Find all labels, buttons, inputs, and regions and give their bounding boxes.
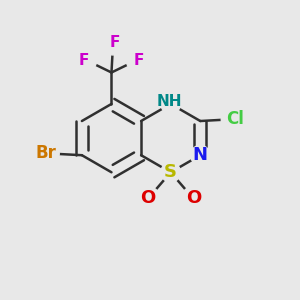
- Circle shape: [161, 163, 181, 182]
- Text: Cl: Cl: [226, 110, 244, 128]
- Text: F: F: [79, 53, 89, 68]
- Circle shape: [190, 146, 210, 165]
- Circle shape: [221, 110, 241, 129]
- Circle shape: [40, 144, 59, 163]
- Circle shape: [161, 94, 181, 114]
- Circle shape: [126, 51, 146, 70]
- Text: NH: NH: [156, 94, 182, 109]
- Text: N: N: [193, 146, 208, 164]
- Text: F: F: [109, 35, 120, 50]
- Text: Br: Br: [35, 145, 56, 163]
- Text: O: O: [140, 189, 156, 207]
- Circle shape: [140, 187, 159, 207]
- Circle shape: [103, 35, 123, 55]
- Text: F: F: [134, 53, 144, 68]
- Circle shape: [182, 187, 202, 207]
- Circle shape: [77, 51, 97, 70]
- Text: S: S: [164, 163, 177, 181]
- Text: O: O: [186, 189, 201, 207]
